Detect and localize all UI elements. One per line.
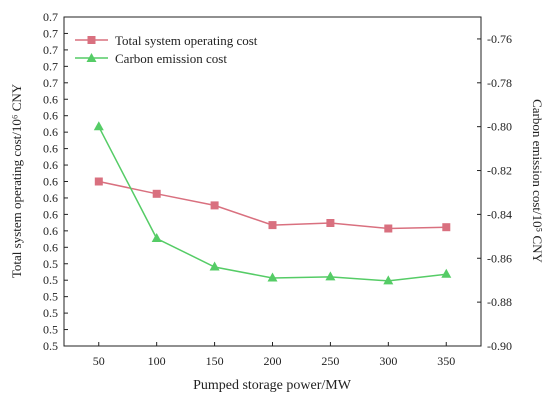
data-point-carbon-cost xyxy=(93,121,104,131)
x-tick-label: 150 xyxy=(206,354,224,368)
left-axis-ticks: 0.5 0.5 0.5 0.5 0.5 0.5 0.6 0.6 0.6 0.6 0.6 0.6 0.6 0… xyxy=(43,10,68,353)
x-tick-label: 100 xyxy=(148,354,166,368)
left-tick-label: 0.6 xyxy=(43,125,58,139)
legend-label-total-cost: Total system operating cost xyxy=(115,33,258,48)
data-point-carbon-cost xyxy=(383,275,394,285)
right-tick-label: -0.76 xyxy=(487,32,512,46)
right-tick-label: -0.84 xyxy=(487,207,512,221)
legend-marker-square xyxy=(87,36,96,44)
right-tick-label: -0.90 xyxy=(487,339,512,353)
left-tick-label: 0.7 xyxy=(43,76,58,90)
data-point-carbon-cost xyxy=(151,233,162,242)
left-tick-label: 0.5 xyxy=(43,257,58,271)
left-tick-label: 0.6 xyxy=(43,224,58,238)
legend-marker-triangle xyxy=(86,53,97,62)
left-tick-label: 0.7 xyxy=(43,26,58,40)
data-point-carbon-cost xyxy=(209,261,220,271)
data-point-total-cost xyxy=(268,221,277,230)
data-point-total-cost xyxy=(384,224,393,233)
x-axis-label: Pumped storage power/MW xyxy=(193,378,352,393)
data-point-total-cost xyxy=(442,223,451,232)
left-tick-label: 0.6 xyxy=(43,158,58,172)
x-axis-ticks: 50 100 150 200 250 300 350 xyxy=(93,342,455,368)
x-tick-label: 350 xyxy=(437,354,455,368)
right-tick-label: -0.78 xyxy=(487,76,512,90)
series-layer xyxy=(93,121,452,285)
data-point-carbon-cost xyxy=(267,272,278,282)
left-tick-label: 0.6 xyxy=(43,175,58,189)
x-tick-label: 300 xyxy=(379,354,397,368)
left-tick-label: 0.7 xyxy=(43,43,58,57)
data-point-total-cost xyxy=(210,201,219,210)
right-tick-label: -0.82 xyxy=(487,164,512,178)
right-axis-label: Carbon emission cost/10⁵ CNY xyxy=(530,99,545,263)
left-tick-label: 0.6 xyxy=(43,240,58,254)
x-tick-label: 50 xyxy=(93,354,105,368)
data-point-total-cost xyxy=(94,177,103,186)
data-point-carbon-cost xyxy=(325,271,336,281)
data-point-total-cost xyxy=(326,219,335,227)
left-tick-label: 0.5 xyxy=(43,306,58,320)
right-tick-label: -0.86 xyxy=(487,251,512,265)
x-tick-label: 250 xyxy=(321,354,339,368)
left-tick-label: 0.5 xyxy=(43,273,58,287)
left-tick-label: 0.6 xyxy=(43,109,58,123)
left-tick-label: 0.7 xyxy=(43,59,58,73)
legend-label-carbon-cost: Carbon emission cost xyxy=(115,51,227,66)
data-point-total-cost xyxy=(152,189,161,198)
legend: Total system operating cost Carbon emiss… xyxy=(75,33,258,66)
right-tick-label: -0.80 xyxy=(487,120,512,134)
left-tick-label: 0.5 xyxy=(43,339,58,353)
left-tick-label: 0.5 xyxy=(43,323,58,337)
right-axis-ticks: -0.90 -0.88 -0.86 -0.84 -0.82 -0.80 -0.78 -0.76 xyxy=(477,32,512,353)
right-tick-label: -0.88 xyxy=(487,295,512,309)
left-tick-label: 0.6 xyxy=(43,191,58,205)
data-point-carbon-cost xyxy=(441,268,452,278)
left-tick-label: 0.6 xyxy=(43,92,58,106)
left-tick-label: 0.6 xyxy=(43,142,58,156)
left-tick-label: 0.5 xyxy=(43,290,58,304)
left-tick-label: 0.6 xyxy=(43,207,58,221)
left-tick-label: 0.7 xyxy=(43,10,58,24)
series-line-carbon-cost xyxy=(98,126,447,282)
x-tick-label: 200 xyxy=(264,354,282,368)
left-axis-label: Total system operating cost/10⁶ CNY xyxy=(9,83,24,278)
